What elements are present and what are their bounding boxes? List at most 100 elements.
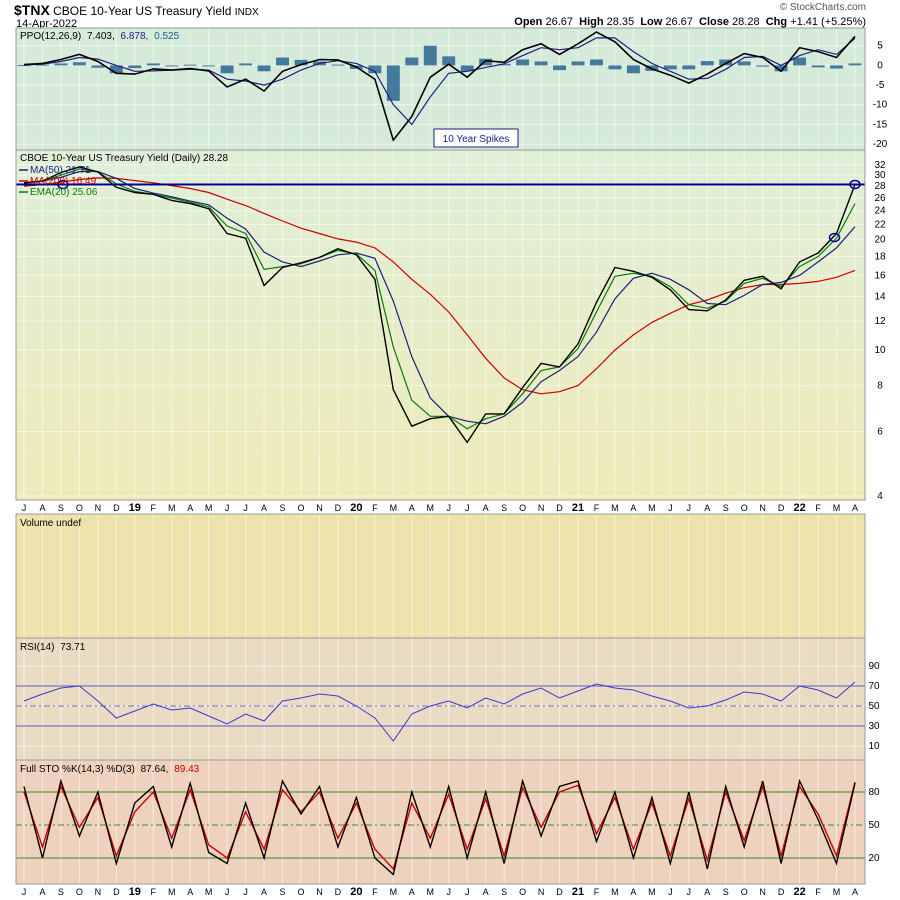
price-tick-label: 16 (874, 270, 886, 281)
sto-k-line (23, 778, 856, 876)
x-tick-label: A (704, 503, 710, 513)
price-tick-label: 10 (874, 345, 886, 356)
x-tick-label: N (95, 887, 102, 897)
x-tick-label: O (741, 503, 748, 513)
ppo-histogram-bar (17, 65, 31, 67)
ppo-histogram-bar (756, 65, 770, 67)
x-tick-label: O (76, 887, 83, 897)
x-tick-label: A (39, 887, 45, 897)
ppo-histogram-bar (830, 65, 843, 69)
x-tick-label: D (335, 887, 342, 897)
x-tick-label: M (611, 887, 619, 897)
x-tick-label: D (113, 503, 120, 513)
x-tick-label: D (556, 503, 563, 513)
x-tick-label: 20 (350, 886, 362, 898)
x-tick-label: 19 (129, 502, 141, 514)
x-tick-label: M (427, 887, 435, 897)
x-tick-label: J (668, 887, 673, 897)
ppo-histogram-bar (479, 58, 493, 66)
ppo-histogram-bar (36, 64, 49, 66)
x-tick-label: A (39, 503, 45, 513)
sto-layer (23, 778, 856, 876)
price-tick-label: 22 (874, 220, 886, 231)
x-tick-label: F (151, 503, 157, 513)
x-tick-label: A (630, 503, 636, 513)
sto-tick-label: 50 (868, 820, 880, 831)
symbol: $TNX (14, 2, 50, 18)
x-tick-label: O (76, 503, 83, 513)
exchange: INDX (234, 7, 259, 18)
x-tick-label: N (759, 887, 766, 897)
x-tick-label: J (22, 887, 27, 897)
x-tick-label: O (519, 887, 526, 897)
x-tick-label: F (151, 887, 157, 897)
ppo-histogram-bar (497, 63, 511, 66)
x-tick-label: A (630, 887, 636, 897)
x-tick-label: O (297, 503, 304, 513)
ppo-histogram-bar (183, 64, 197, 66)
ppo-layer (17, 31, 862, 142)
x-tick-label: A (483, 887, 489, 897)
x-tick-label: N (316, 887, 323, 897)
x-tick-label: F (815, 887, 821, 897)
ppo-histogram-bar (72, 62, 86, 66)
ppo-histogram-bar (516, 59, 530, 66)
ppo-histogram-bar (368, 65, 382, 74)
ppo-histogram-bar (626, 65, 640, 74)
ppo-histogram-bar (257, 65, 271, 72)
ema20-legend: EMA(20) 25.06 (30, 187, 98, 198)
x-tick-label: J (243, 503, 248, 513)
ppo-histogram-bar (128, 65, 142, 69)
ppo-histogram-bar (682, 65, 696, 70)
ppo-histogram-bar (590, 59, 603, 66)
watermark: © StockCharts.com (779, 2, 866, 13)
price-tick-label: 30 (874, 170, 886, 181)
ppo-tick-label: -15 (873, 119, 888, 130)
ppo-label: PPO(12,26,9) 7.403, 6.878, 0.525 (20, 31, 180, 42)
rsi-tick-label: 50 (868, 701, 880, 712)
x-tick-label: D (113, 887, 120, 897)
ppo-histogram-bar (405, 57, 419, 66)
x-tick-label: M (390, 887, 398, 897)
x-tick-label: A (187, 887, 193, 897)
price-tick-label: 14 (874, 292, 886, 303)
ma200-legend: MA(200) 16.49 (30, 176, 97, 187)
circle-marker (849, 179, 861, 190)
x-tick-label: J (22, 503, 27, 513)
ppo-histogram-bar (442, 56, 456, 66)
x-tick-label: S (723, 503, 729, 513)
price-panel-bg (16, 150, 865, 500)
x-tick-label: N (538, 503, 545, 513)
gridlines (16, 28, 865, 884)
ppo-tick-label: 5 (877, 41, 883, 52)
x-tick-label: M (168, 887, 176, 897)
circle-marker (57, 179, 69, 190)
x-tick-label: S (280, 503, 286, 513)
ppo-histogram-bar (202, 65, 216, 67)
ppo-tick-label: -20 (873, 139, 888, 150)
ppo-tick-label: -5 (876, 80, 885, 91)
x-tick-label: J (687, 887, 692, 897)
panel-borders (15, 27, 866, 885)
ppo-histogram-bar (553, 65, 566, 71)
ppo-histogram-bar (774, 65, 788, 72)
volume-panel-bg (16, 514, 865, 638)
x-tick-label: A (852, 503, 858, 513)
x-tick-label: S (723, 887, 729, 897)
rsi-tick-label: 90 (868, 661, 880, 672)
x-tick-label: A (704, 887, 710, 897)
x-tick-label: M (168, 503, 176, 513)
x-tick-label: M (833, 887, 841, 897)
x-tick-label: J (465, 503, 470, 513)
sto-tick-label: 80 (868, 787, 880, 798)
x-tick-label: A (409, 887, 415, 897)
x-tick-label: J (668, 503, 673, 513)
ppo-histogram-bar (146, 63, 160, 66)
ppo-histogram-bar (239, 63, 253, 66)
price-tick-label: 20 (874, 235, 886, 246)
ppo-tick-label: -10 (873, 100, 888, 111)
ma50-legend: MA(50) 21.71 (30, 165, 91, 176)
x-tick-label: J (687, 503, 692, 513)
x-tick-label: A (409, 503, 415, 513)
x-tick-label: D (778, 503, 785, 513)
